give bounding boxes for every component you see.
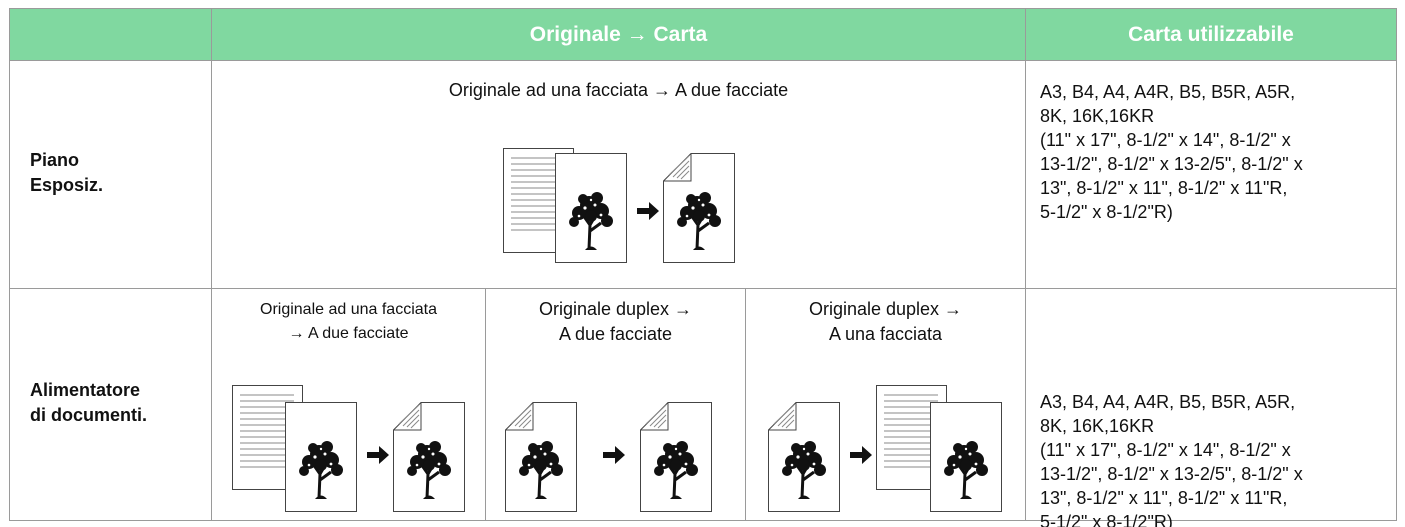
header-cell bbox=[211, 8, 1026, 61]
text-line: Originale duplex → bbox=[808, 299, 963, 319]
paper-text: A3, B4, A4, A4R, B5, B5R, A5R, 8K, 16K,1… bbox=[1040, 390, 1303, 527]
mode-title: Originale duplex → A una facciata bbox=[745, 297, 1026, 347]
text-line: A due facciate bbox=[558, 324, 673, 344]
text-line: (11" x 17", 8-1/2" x 14", 8-1/2" x bbox=[1040, 130, 1291, 150]
text-line: Esposiz. bbox=[30, 175, 104, 195]
text-line: 8K, 16K,16KR bbox=[1040, 106, 1155, 126]
text-line: 13-1/2", 8-1/2" x 13-2/5", 8-1/2" x bbox=[1040, 464, 1303, 484]
paper-text: A3, B4, A4, A4R, B5, B5R, A5R, 8K, 16K,1… bbox=[1040, 80, 1303, 224]
text-line: Piano bbox=[30, 150, 80, 170]
text-line: 13", 8-1/2" x 11", 8-1/2" x 11"R, bbox=[1040, 488, 1288, 508]
text-line: 13-1/2", 8-1/2" x 13-2/5", 8-1/2" x bbox=[1040, 154, 1303, 174]
row-label: Alimentatore di documenti. bbox=[30, 378, 147, 428]
text-line: Alimentatore bbox=[30, 380, 141, 400]
text-line: → A due facciate bbox=[288, 325, 409, 342]
text-line: A3, B4, A4, A4R, B5, B5R, A5R, bbox=[1040, 82, 1296, 102]
text-line: Originale duplex → bbox=[538, 299, 693, 319]
text-line: 5-1/2" x 8-1/2"R) bbox=[1040, 202, 1173, 222]
text-line: A3, B4, A4, A4R, B5, B5R, A5R, bbox=[1040, 392, 1296, 412]
text-line: Originale ad una facciata bbox=[260, 301, 437, 318]
header-text: Originale → Carta bbox=[529, 23, 708, 46]
text-line: di documenti. bbox=[30, 405, 147, 425]
text-line: A una facciata bbox=[828, 324, 943, 344]
mode-title: Originale duplex → A due facciate bbox=[485, 297, 746, 347]
text-line: 13", 8-1/2" x 11", 8-1/2" x 11"R, bbox=[1040, 178, 1288, 198]
row-label: Piano Esposiz. bbox=[30, 148, 103, 198]
text-line: 5-1/2" x 8-1/2"R) bbox=[1040, 512, 1173, 527]
text-line: (11" x 17", 8-1/2" x 14", 8-1/2" x bbox=[1040, 440, 1291, 460]
text-line: Originale ad una facciata → A due faccia… bbox=[448, 80, 789, 100]
header-cell bbox=[9, 8, 212, 61]
header-text: Carta utilizzabile bbox=[1128, 23, 1294, 46]
mode-title: Originale ad una facciata → A due facciat… bbox=[211, 298, 486, 346]
paper-cell bbox=[1025, 288, 1397, 521]
text-line: 8K, 16K,16KR bbox=[1040, 416, 1155, 436]
mode-title: Originale ad una facciata → A due faccia… bbox=[211, 78, 1026, 103]
